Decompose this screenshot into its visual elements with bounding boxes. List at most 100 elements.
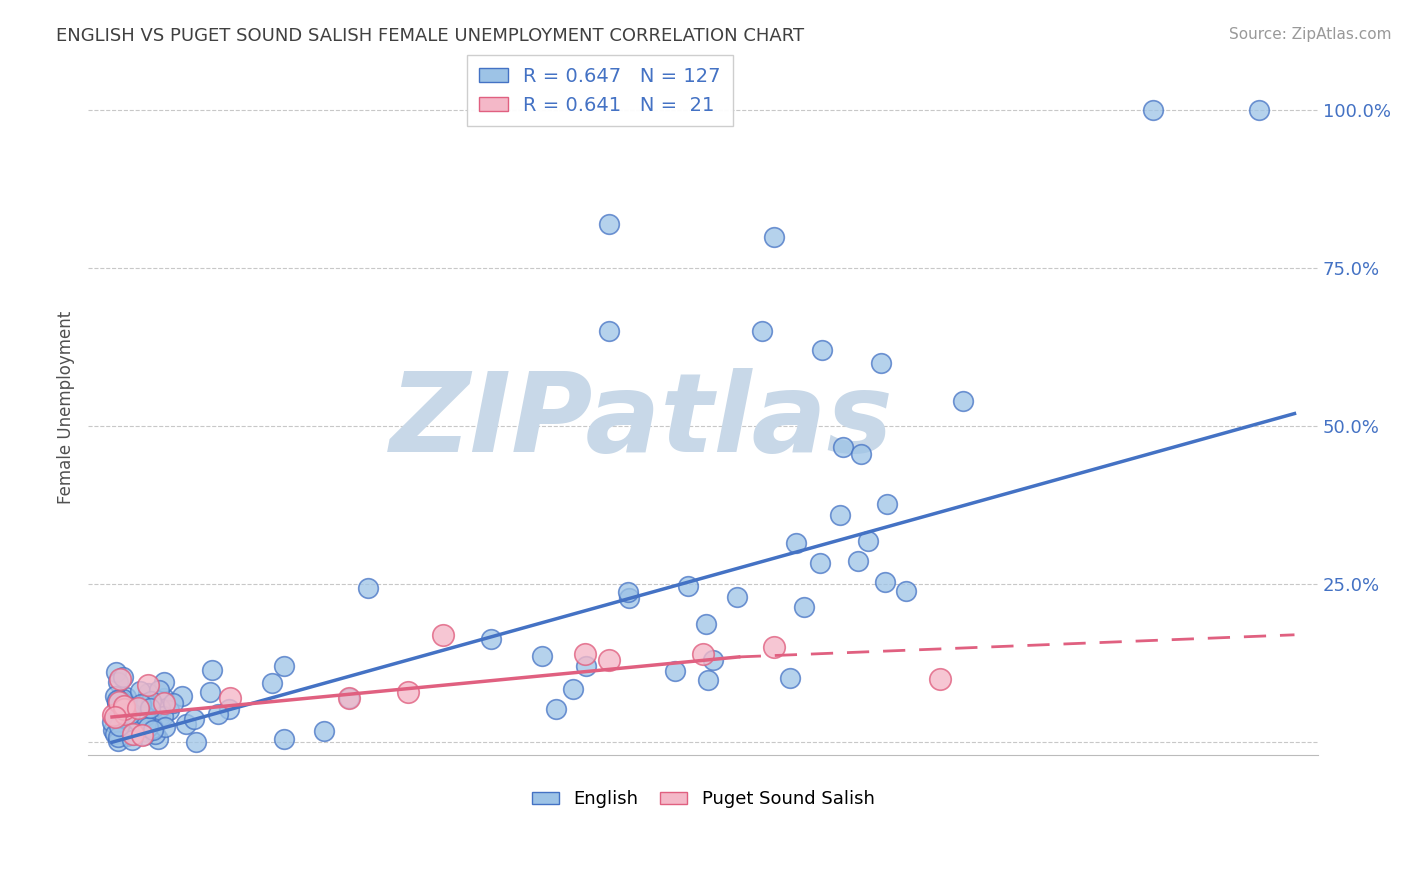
Point [105, 693, 128, 707]
Point [763, 640, 786, 655]
Point [186, 735, 208, 749]
Point [114, 714, 136, 728]
Point [134, 720, 156, 734]
Point [692, 647, 714, 661]
Point [127, 714, 149, 728]
Point [697, 673, 720, 687]
Point [131, 708, 153, 723]
Point [1247, 103, 1270, 118]
Point [143, 700, 166, 714]
Point [873, 575, 896, 590]
Point [145, 727, 167, 741]
Point [136, 686, 159, 700]
Point [337, 690, 360, 705]
Point [135, 719, 157, 733]
Point [575, 659, 598, 673]
Text: ZIPatlas: ZIPatlas [389, 368, 894, 475]
Point [107, 693, 129, 707]
Point [702, 653, 724, 667]
Point [104, 665, 127, 679]
Point [121, 733, 143, 747]
Point [148, 682, 170, 697]
Point [153, 720, 176, 734]
Point [114, 690, 136, 705]
Point [162, 696, 184, 710]
Point [152, 690, 174, 705]
Point [122, 706, 145, 721]
Point [101, 723, 124, 738]
Point [129, 683, 152, 698]
Point [139, 701, 162, 715]
Point [136, 721, 159, 735]
Point [869, 356, 891, 370]
Point [153, 675, 176, 690]
Point [149, 709, 172, 723]
Point [108, 695, 131, 709]
Point [896, 584, 918, 599]
Point [152, 709, 174, 723]
Point [149, 701, 172, 715]
Point [183, 712, 205, 726]
Point [112, 670, 135, 684]
Point [135, 717, 157, 731]
Point [207, 707, 229, 722]
Point [115, 729, 138, 743]
Point [849, 447, 872, 461]
Point [725, 590, 748, 604]
Point [808, 556, 831, 570]
Point [1142, 103, 1164, 118]
Point [131, 698, 153, 712]
Point [763, 229, 786, 244]
Point [101, 707, 124, 722]
Point [273, 732, 295, 747]
Point [105, 714, 128, 728]
Point [105, 695, 128, 709]
Point [111, 694, 134, 708]
Point [695, 617, 717, 632]
Point [122, 721, 145, 735]
Point [104, 690, 127, 704]
Point [115, 697, 138, 711]
Point [121, 728, 143, 742]
Point [928, 672, 950, 686]
Point [793, 599, 815, 614]
Point [617, 591, 640, 605]
Point [104, 727, 127, 741]
Point [481, 632, 503, 647]
Point [122, 726, 145, 740]
Point [779, 671, 801, 685]
Point [107, 675, 129, 690]
Point [124, 701, 146, 715]
Point [574, 647, 596, 661]
Point [856, 533, 879, 548]
Point [108, 709, 131, 723]
Point [170, 689, 193, 703]
Text: ENGLISH VS PUGET SOUND SALISH FEMALE UNEMPLOYMENT CORRELATION CHART: ENGLISH VS PUGET SOUND SALISH FEMALE UNE… [56, 27, 804, 45]
Point [127, 701, 149, 715]
Point [134, 709, 156, 723]
Point [148, 732, 170, 747]
Point [122, 713, 145, 727]
Point [112, 702, 135, 716]
Point [616, 585, 638, 599]
Point [104, 710, 127, 724]
Point [142, 723, 165, 737]
Point [314, 723, 336, 738]
Point [107, 733, 129, 747]
Point [142, 721, 165, 735]
Point [153, 696, 176, 710]
Point [125, 713, 148, 727]
Point [108, 719, 131, 733]
Point [598, 217, 620, 231]
Point [118, 720, 141, 734]
Point [198, 684, 221, 698]
Point [118, 707, 141, 722]
Point [831, 440, 853, 454]
Point [128, 701, 150, 715]
Point [664, 664, 686, 678]
Point [105, 695, 128, 709]
Point [110, 714, 132, 729]
Point [273, 659, 295, 673]
Point [396, 684, 419, 698]
Point [751, 325, 773, 339]
